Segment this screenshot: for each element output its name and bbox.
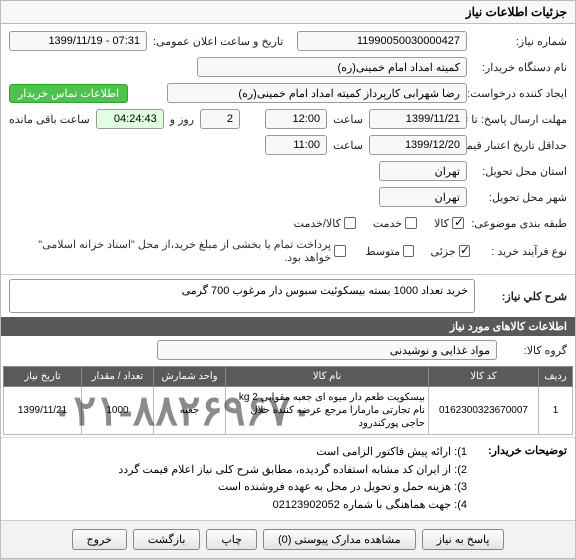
col-code: کد کالا [429,367,539,387]
form-area: شماره نیاز: تاریخ و ساعت اعلان عمومی: نا… [1,24,575,274]
items-section-header: اطلاعات کالاهای مورد نیاز [1,317,575,336]
explain-line-3: 3): هزینه حمل و تحویل در محل به عهده فرو… [9,479,467,497]
saat-label-2: ساعت [333,139,363,152]
explain-line-1: 1): ارائه پیش فاکتور الزامی است [9,444,467,462]
panel-title: جزئیات اطلاعات نیاز [1,1,575,24]
group-label: گروه کالا: [497,344,567,357]
pkg-gs-check[interactable] [344,217,356,229]
days-left [200,109,240,129]
col-name: نام کالا [226,367,429,387]
pkg-service-check[interactable] [405,217,417,229]
proc-small-label: جزئی [431,245,456,258]
col-unit: واحد شمارش [154,367,226,387]
col-qty: تعداد / مقدار [82,367,154,387]
need-no-label: شماره نیاز: [467,35,567,48]
proc-small-check[interactable] [459,245,470,257]
validity-label: حداقل تاریخ اعتبار قیمت: تا تاریخ: [467,139,567,152]
province-label: استان محل تحویل: [467,165,567,178]
pkg-goods-check[interactable] [452,217,464,229]
validity-date [369,135,467,155]
need-detail-panel: جزئیات اطلاعات نیاز شماره نیاز: تاریخ و … [0,0,576,559]
need-no-value [297,31,467,51]
city-label: شهر محل تحویل: [467,191,567,204]
buyer-org-value [197,57,467,77]
time-left-suffix: ساعت باقی مانده [9,113,90,126]
pkg-gs-label: کالا/خدمت [294,217,341,230]
creator-value [167,83,467,103]
buyer-org-label: نام دستگاه خریدار: [467,61,567,74]
summary-label: شرح کلي نیاز: [475,290,567,303]
table-row[interactable]: 1 0162300323670007 بیسکویت طعم دار میوه … [4,387,573,435]
back-button[interactable]: بازگشت [133,529,201,550]
reply-button[interactable]: پاسخ به نیاز [422,529,505,550]
cell-qty: 1000 [82,387,154,435]
group-value [157,340,497,360]
announce-label: تاریخ و ساعت اعلان عمومی: [153,35,283,48]
cell-name: بیسکویت طعم دار میوه ای جعبه مقوایی 2 kg… [226,387,429,435]
button-bar: پاسخ به نیاز مشاهده مدارک پیوستی (0) چاپ… [1,520,575,558]
summary-text: خرید تعداد 1000 بسته بیسکوئیت سبوس دار م… [9,279,475,313]
cell-date: 1399/11/21 [4,387,82,435]
rooz-label: روز و [170,113,194,126]
col-row: ردیف [539,367,573,387]
creator-label: ایجاد کننده درخواست: [467,87,567,100]
col-date: تاریخ نیاز [4,367,82,387]
print-button[interactable]: چاپ [206,529,257,550]
proc-medium-label: متوسط [365,245,400,258]
pay-note-check[interactable] [334,245,345,257]
deadline-label: مهلت ارسال پاسخ: تا تاریخ: [467,113,567,126]
pkg-goods-label: کالا [434,217,449,230]
exit-button[interactable]: خروج [72,529,127,550]
time-left [96,109,164,129]
pay-note-text: پرداخت تمام یا بخشی از مبلغ خرید،از محل … [9,238,331,264]
deadline-date [369,109,467,129]
city-value [379,187,467,207]
province-value [379,161,467,181]
attach-button[interactable]: مشاهده مدارک پیوستی (0) [263,529,416,550]
explain-body: 1): ارائه پیش فاکتور الزامی است 2): از ا… [9,444,467,514]
cell-unit: جعبه [154,387,226,435]
buyer-contact-button[interactable]: اطلاعات تماس خریدار [9,84,128,103]
package-label: طبقه بندی موضوعی: [467,217,567,230]
cell-row: 1 [539,387,573,435]
announce-value [9,31,147,51]
pkg-service-label: خدمت [373,217,402,230]
cell-code: 0162300323670007 [429,387,539,435]
proc-medium-check[interactable] [403,245,414,257]
explain-line-4: 4): جهت هماهنگی با شماره 02123902052 [9,497,467,515]
explain-line-2: 2): از ایران کد مشابه استفاده گردیده، مط… [9,462,467,480]
saat-label-1: ساعت [333,113,363,126]
items-table: ردیف کد کالا نام کالا واحد شمارش تعداد /… [3,366,573,435]
deadline-time [265,109,327,129]
process-label: نوع فرآیند خرید : [473,245,567,258]
explain-label: توضیحات خریدار: [467,444,567,457]
validity-time [265,135,327,155]
